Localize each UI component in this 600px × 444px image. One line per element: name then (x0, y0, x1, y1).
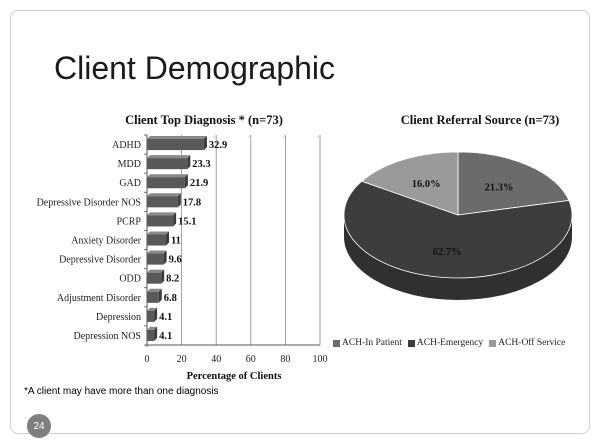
bar-end-face (177, 193, 181, 208)
bar-value-label: 17.8 (183, 197, 201, 208)
bar-x-tick-label: 100 (313, 354, 328, 365)
legend-swatch (333, 339, 340, 347)
bar-end-face (166, 231, 170, 246)
bar-category-label: Anxiety Disorder (71, 236, 141, 247)
pie-slice-side (344, 215, 572, 300)
bar-category-label: Depression (96, 312, 141, 323)
bar-top-face (147, 155, 191, 159)
bar-chart-title: Client Top Diagnosis * (n=73) (125, 113, 283, 127)
bar-top-face (147, 174, 188, 178)
pie-chart-title: Client Referral Source (n=73) (400, 113, 560, 127)
pie-slice (343, 180, 573, 279)
legend-label: ACH-Emergency (416, 338, 484, 348)
bar (147, 215, 174, 227)
bar-value-label: 23.3 (192, 159, 210, 170)
pie-slice (360, 151, 459, 216)
bar-category-label: Depressive Disorder (59, 255, 142, 266)
bar (147, 139, 204, 151)
bar-x-tick-label: 0 (145, 354, 150, 365)
bar-top-face (147, 193, 181, 197)
bar-end-face (203, 136, 207, 151)
bar-end-face (187, 155, 191, 170)
bar-x-tick-label: 20 (177, 354, 187, 365)
bar (147, 158, 188, 170)
bar-x-tick-label: 80 (280, 354, 290, 365)
bar-top-face (147, 136, 207, 140)
bar (147, 310, 155, 322)
bar-category-label: Depressive Disorder NOS (37, 197, 141, 208)
legend-swatch (407, 339, 415, 347)
bar-top-face (147, 326, 158, 330)
page-number-badge: 24 (27, 414, 51, 438)
pie-legend: ACH-In Patient ACH-Emergency ACH-Off Servi… (333, 338, 565, 348)
pie-slice (457, 151, 570, 216)
pie-legend-item: ACH-In Patient (333, 338, 402, 348)
bar-gridline-depth (247, 134, 252, 139)
pie-slice-label: 16.0% (412, 179, 441, 190)
bar (147, 329, 155, 341)
bar-value-label: 32.9 (209, 140, 227, 151)
bar-end-face (154, 307, 158, 322)
footnote: *A client may have more than one diagnos… (24, 386, 219, 397)
bar (147, 253, 164, 265)
legend-swatch (489, 339, 497, 347)
bar-x-tick-label: 60 (246, 354, 256, 365)
bar-gridline-depth (212, 134, 217, 139)
legend-label: ACH-Off Service (498, 338, 566, 348)
bar-value-label: 15.1 (178, 216, 196, 227)
bar (147, 196, 178, 208)
bar-x-axis-label: Percentage of Clients (187, 371, 282, 382)
bar-category-label: MDD (118, 159, 141, 170)
bar-value-label: 8.2 (166, 274, 179, 285)
pie-slice-label: 21.3% (485, 182, 514, 193)
pie-legend-item: ACH-Off Service (489, 338, 565, 348)
bar-end-face (158, 288, 162, 303)
bar-value-label: 6.8 (164, 293, 177, 304)
pie-legend-item: ACH-Emergency (407, 338, 484, 348)
bar (147, 272, 162, 284)
bar (147, 291, 159, 303)
bar-gridline-depth (316, 134, 321, 139)
bar-top-face (147, 288, 162, 292)
bar-gridline-depth (282, 134, 286, 139)
bar-value-label: 4.1 (159, 331, 172, 342)
bar-value-label: 9.6 (169, 255, 182, 266)
bar-end-face (184, 174, 188, 189)
bar-end-face (154, 326, 158, 341)
bar-category-label: ODD (119, 274, 141, 285)
bar-category-label: Depression NOS (74, 331, 142, 342)
bar-top-face (147, 250, 167, 254)
bar-category-label: GAD (119, 178, 141, 189)
bar-value-label: 11 (171, 236, 181, 247)
slide-title: Client Demographic (54, 50, 336, 86)
bar-x-tick-label: 40 (211, 354, 221, 365)
bar-category-label: Adjustment Disorder (57, 293, 142, 304)
legend-label: ACH-In Patient (342, 338, 402, 348)
bar (147, 234, 167, 246)
pie-slice-label: 62.7% (433, 247, 462, 258)
bar-end-face (163, 250, 167, 265)
bar-top-face (147, 307, 158, 311)
bar-value-label: 4.1 (159, 312, 172, 323)
bar-end-face (161, 269, 165, 284)
bar-category-label: PCRP (117, 216, 142, 227)
bar-top-face (147, 231, 170, 235)
bar (147, 177, 185, 189)
bar-top-face (147, 212, 177, 216)
bar-value-label: 21.9 (190, 178, 208, 189)
bar-top-face (147, 269, 165, 273)
bar-end-face (173, 212, 177, 227)
bar-category-label: ADHD (112, 140, 141, 151)
